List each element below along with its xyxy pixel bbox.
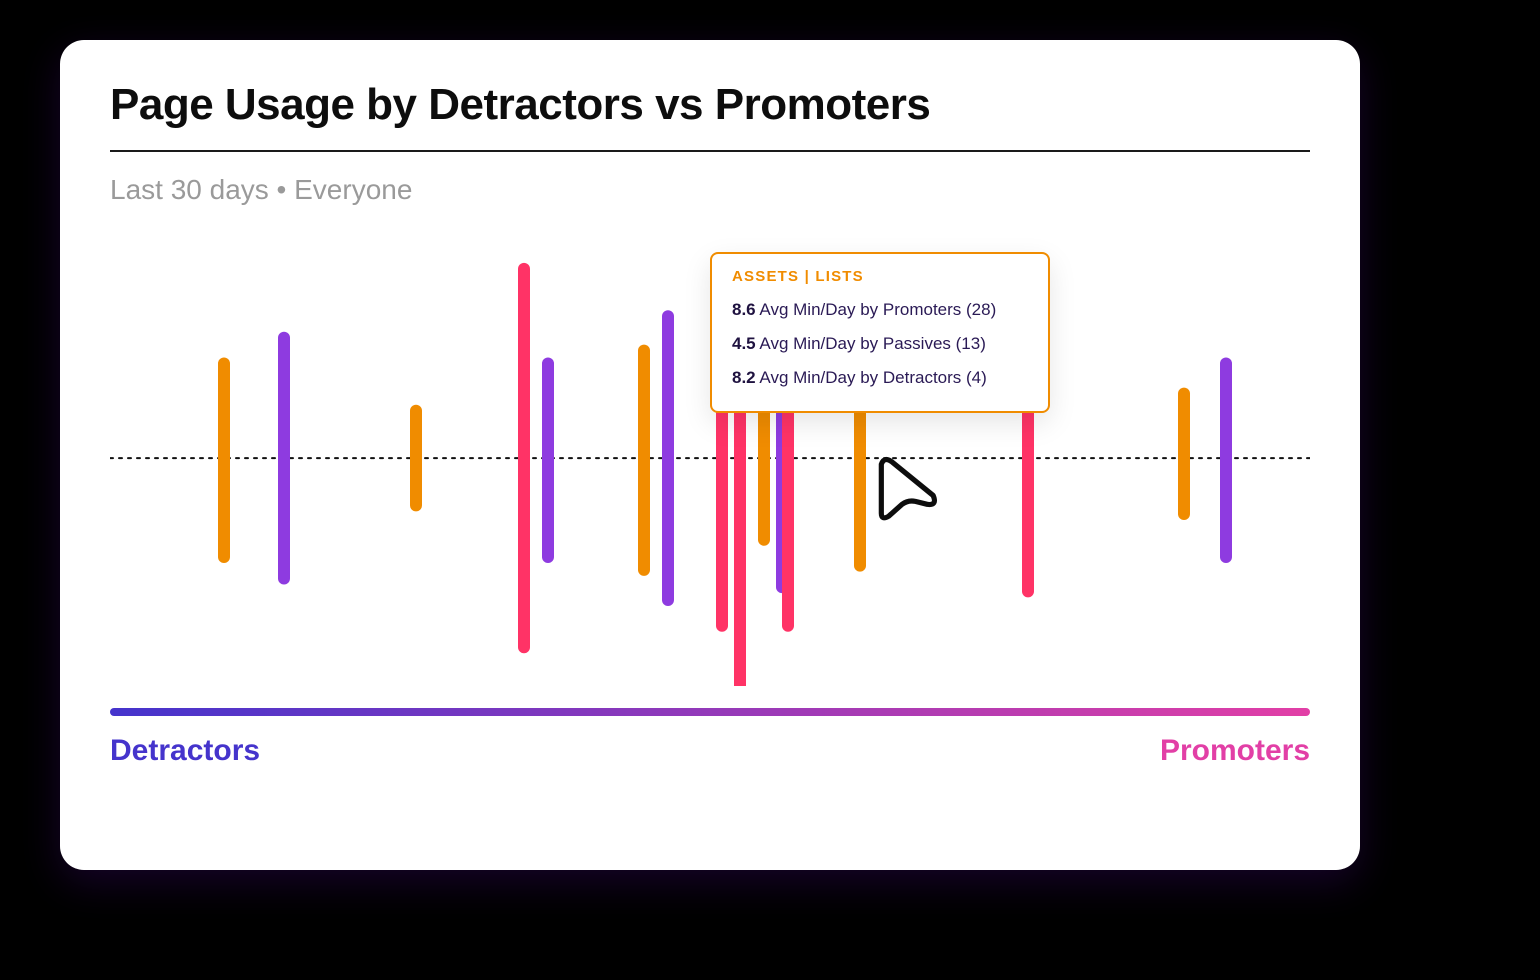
- axis-legend: Detractors Promoters: [110, 734, 1310, 768]
- datapoint-tooltip: ASSETS | LISTS 8.6 Avg Min/Day by Promot…: [710, 252, 1050, 413]
- filter-subtitle: Last 30 days • Everyone: [110, 174, 1310, 206]
- chart-plot-area[interactable]: ASSETS | LISTS 8.6 Avg Min/Day by Promot…: [110, 256, 1310, 686]
- legend-promoters: Promoters: [1160, 734, 1310, 768]
- title-divider: [110, 150, 1310, 152]
- sentiment-gradient-bar: [110, 708, 1310, 716]
- legend-detractors: Detractors: [110, 734, 260, 768]
- tooltip-title: ASSETS | LISTS: [732, 268, 1028, 285]
- tooltip-row: 4.5 Avg Min/Day by Passives (13): [732, 327, 1028, 361]
- tooltip-rows: 8.6 Avg Min/Day by Promoters (28)4.5 Avg…: [732, 293, 1028, 395]
- tooltip-row: 8.2 Avg Min/Day by Detractors (4): [732, 361, 1028, 395]
- chart-card: Page Usage by Detractors vs Promoters La…: [60, 40, 1360, 870]
- tooltip-row: 8.6 Avg Min/Day by Promoters (28): [732, 293, 1028, 327]
- page-title: Page Usage by Detractors vs Promoters: [110, 80, 1310, 130]
